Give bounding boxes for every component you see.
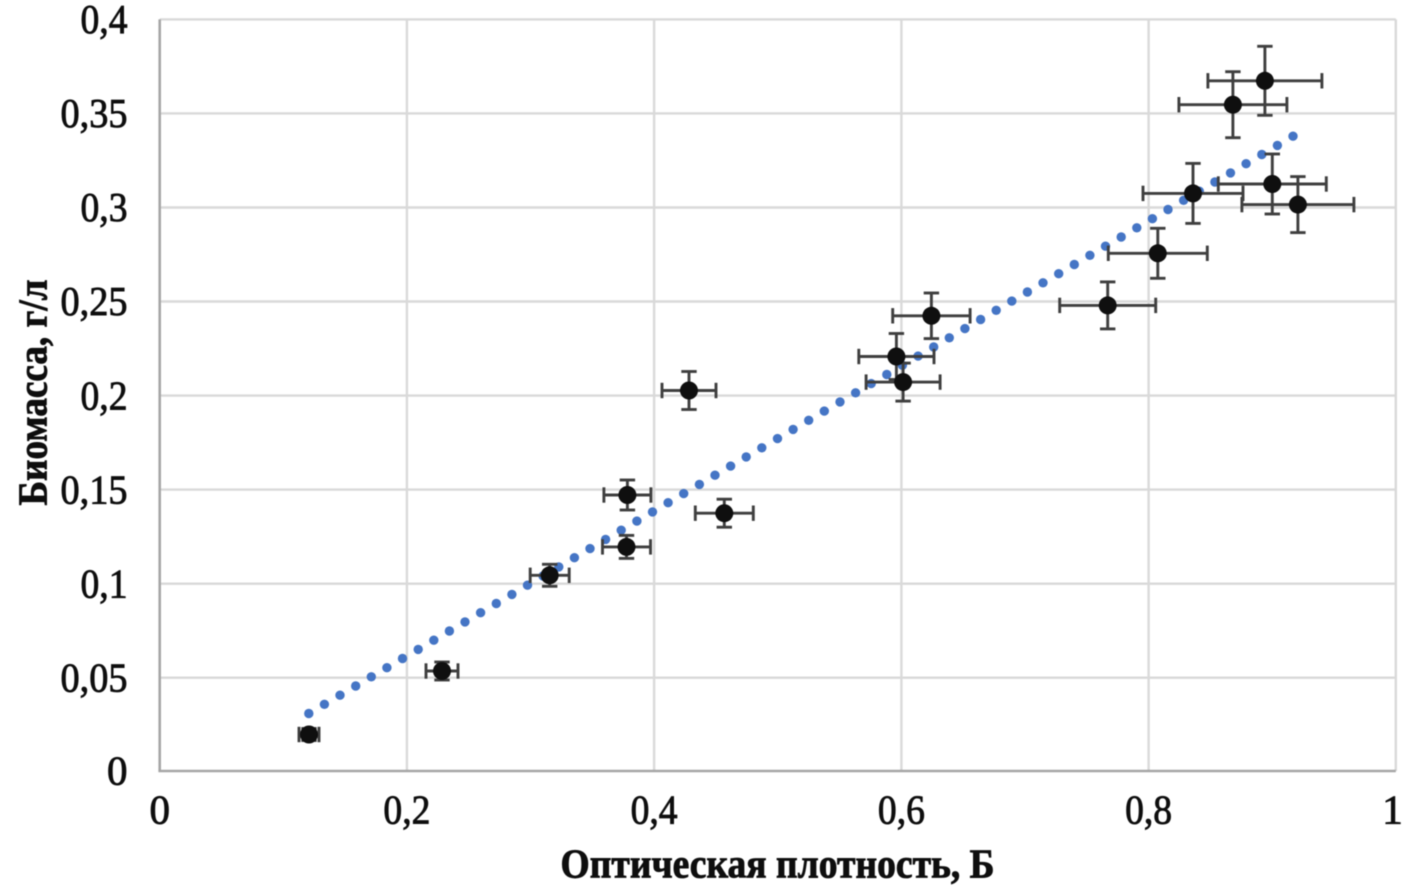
svg-text:0: 0 <box>149 787 170 833</box>
svg-text:0,35: 0,35 <box>61 90 128 136</box>
svg-text:0,6: 0,6 <box>878 787 925 833</box>
svg-text:0,2: 0,2 <box>383 787 430 833</box>
svg-text:0: 0 <box>107 748 128 794</box>
svg-text:0,1: 0,1 <box>81 560 128 606</box>
svg-text:0,15: 0,15 <box>61 466 128 512</box>
svg-text:0,8: 0,8 <box>1125 787 1172 833</box>
svg-text:0,4: 0,4 <box>631 787 678 833</box>
svg-text:0,3: 0,3 <box>81 184 128 230</box>
svg-text:0,2: 0,2 <box>81 372 128 418</box>
svg-text:Биомасса, г/л: Биомасса, г/л <box>10 280 56 506</box>
svg-text:Оптическая плотность, Б: Оптическая плотность, Б <box>561 841 995 887</box>
svg-text:0,05: 0,05 <box>61 654 128 700</box>
svg-text:1: 1 <box>1382 787 1403 833</box>
svg-text:0,4: 0,4 <box>81 0 128 42</box>
svg-text:0,25: 0,25 <box>61 278 128 324</box>
